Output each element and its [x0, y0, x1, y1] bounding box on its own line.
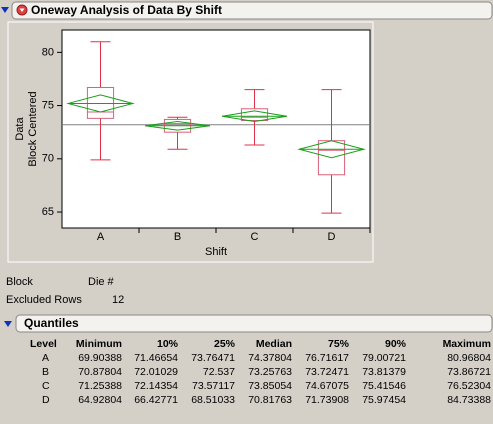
table-cell: 69.90388 — [78, 352, 122, 364]
menu-icon-arrow — [19, 8, 25, 12]
table-cell: 73.72471 — [305, 366, 349, 378]
x-tick-label: A — [97, 231, 105, 243]
table-cell: 80.96804 — [447, 352, 491, 364]
section-title: Quantiles — [24, 316, 79, 330]
column-header: 10% — [157, 338, 179, 350]
table-cell: 73.25763 — [248, 366, 292, 378]
x-axis-label: Shift — [205, 246, 227, 258]
column-header: Median — [256, 338, 292, 350]
table-cell: 72.537 — [203, 366, 235, 378]
column-header: Minimum — [76, 338, 122, 350]
block-value: Die # — [88, 276, 115, 288]
quantiles-table: Level Minimum 10% 25% Median 75% 90% Maximum A 69… — [30, 338, 491, 406]
table-cell: 75.41546 — [362, 380, 406, 392]
box — [240, 108, 269, 121]
disclosure-icon[interactable] — [4, 321, 12, 327]
table-cell: 71.25388 — [78, 380, 122, 392]
column-header: Level — [30, 338, 57, 350]
y-tick-label: 65 — [42, 206, 54, 218]
table-cell: 74.67075 — [305, 380, 349, 392]
title-bar — [11, 1, 493, 20]
table-cell: 84.73388 — [447, 394, 491, 406]
column-header: 90% — [385, 338, 407, 350]
section-bar — [15, 314, 493, 333]
y-tick-label: 80 — [42, 46, 54, 58]
table-cell: 74.37804 — [248, 352, 292, 364]
table-cell: C — [42, 380, 50, 392]
x-tick-label: C — [251, 231, 259, 243]
table-cell: 73.76471 — [191, 352, 235, 364]
column-header: 75% — [328, 338, 350, 350]
table-cell: 66.42771 — [134, 394, 178, 406]
table-cell: 79.00721 — [362, 352, 406, 364]
box — [86, 86, 115, 119]
table-cell: 73.81379 — [362, 366, 406, 378]
table-cell: D — [42, 394, 50, 406]
plot-frame — [61, 29, 371, 229]
y-tick-label: 75 — [42, 99, 54, 111]
column-header: 25% — [214, 338, 236, 350]
disclosure-icon[interactable] — [1, 7, 9, 13]
table-cell: 75.97454 — [362, 394, 406, 406]
excluded-value: 12 — [112, 294, 124, 306]
table-cell: 76.71617 — [305, 352, 349, 364]
table-cell: 68.51033 — [191, 394, 235, 406]
table-cell: B — [42, 366, 49, 378]
excluded-label: Excluded Rows — [6, 294, 82, 306]
table-cell: 72.14354 — [134, 380, 178, 392]
table-cell: 71.46654 — [134, 352, 178, 364]
table-cell: 70.87804 — [78, 366, 122, 378]
y-axis-label: Data — [14, 117, 26, 141]
table-cell: 73.86721 — [447, 366, 491, 378]
table-cell: 72.01029 — [134, 366, 178, 378]
y-tick-label: 70 — [42, 153, 54, 165]
table-cell: 71.73908 — [305, 394, 349, 406]
column-header: Maximum — [443, 338, 491, 350]
table-cell: 70.81763 — [248, 394, 292, 406]
y-axis-label: Block Centered — [27, 91, 39, 166]
x-tick-label: D — [328, 231, 336, 243]
table-cell: 73.85054 — [248, 380, 292, 392]
table-cell: 76.52304 — [447, 380, 491, 392]
table-cell: 64.92804 — [78, 394, 122, 406]
x-tick-label: B — [174, 231, 181, 243]
table-cell: A — [42, 352, 49, 364]
table-cell: 73.57117 — [192, 380, 235, 392]
block-label: Block — [6, 276, 33, 288]
report-title: Oneway Analysis of Data By Shift — [31, 3, 222, 17]
